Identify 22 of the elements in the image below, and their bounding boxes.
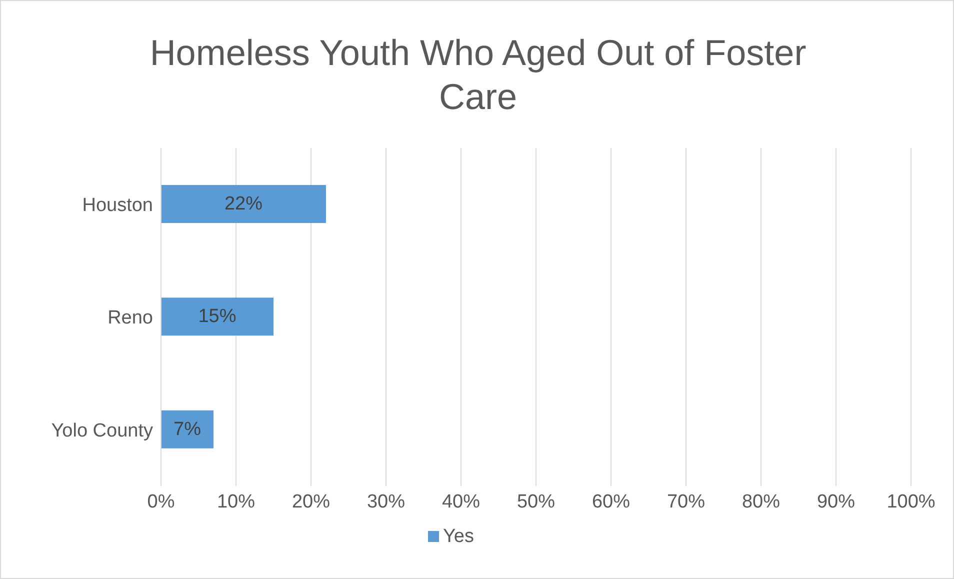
bar [161, 185, 326, 223]
x-tick-label: 50% [516, 491, 556, 512]
y-tick-label: Yolo County [51, 420, 154, 442]
x-tick-label: 20% [292, 491, 330, 512]
x-tick-label: 0% [147, 491, 175, 512]
x-tick-label: 70% [666, 491, 706, 512]
x-tick-label: 10% [216, 491, 256, 512]
data-label: 22% [224, 194, 263, 214]
x-tick-label: 40% [442, 491, 480, 512]
bar [161, 410, 214, 448]
data-label: 15% [198, 306, 236, 328]
data-label: 7% [174, 418, 202, 440]
x-tick-label: 60% [592, 491, 630, 512]
x-tick-label: 30% [366, 491, 406, 512]
chart-title: Homeless Youth Who Aged Out of Foster Care [148, 31, 808, 119]
x-tick-label: 90% [816, 491, 856, 512]
x-tick-label: 100% [886, 491, 936, 512]
x-tick-label: 80% [742, 491, 780, 512]
y-tick-label: Houston [82, 195, 153, 216]
y-tick-label: Reno [108, 308, 153, 329]
bar [161, 298, 274, 336]
legend-label: Yes [443, 526, 474, 547]
